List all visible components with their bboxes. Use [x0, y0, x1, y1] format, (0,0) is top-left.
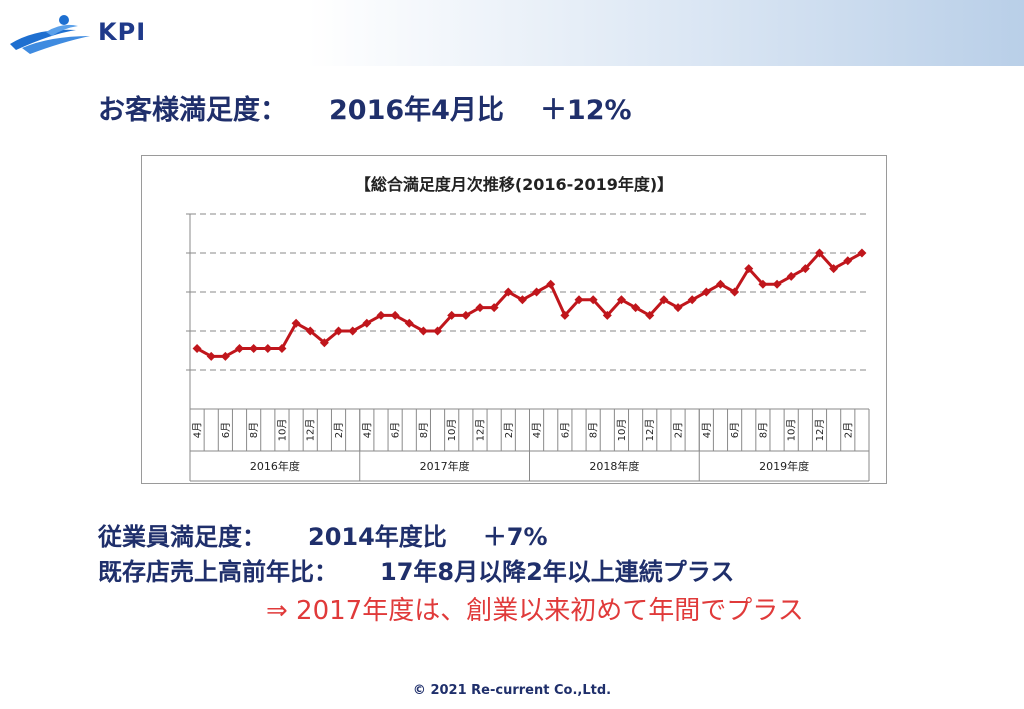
data-point — [772, 279, 782, 289]
data-point — [857, 248, 867, 258]
data-point — [701, 287, 711, 297]
data-point — [348, 326, 358, 336]
data-point — [546, 279, 556, 289]
x-tick-label: 6月 — [390, 422, 402, 438]
employee-satisfaction-label: 従業員満足度： — [98, 523, 266, 551]
x-tick-label: 8月 — [248, 422, 260, 438]
year-label: 2019年度 — [759, 459, 809, 473]
company-logo-icon — [10, 15, 90, 54]
data-point — [786, 271, 796, 281]
x-tick-label: 2月 — [673, 422, 685, 438]
data-point — [758, 279, 768, 289]
data-point — [532, 287, 542, 297]
data-point — [291, 318, 301, 328]
data-point — [687, 295, 697, 305]
x-tick-label: 2月 — [503, 422, 515, 438]
data-point — [334, 326, 344, 336]
data-point — [814, 248, 824, 258]
data-point — [319, 338, 329, 348]
data-point — [376, 310, 386, 320]
data-point — [192, 344, 202, 354]
data-point — [220, 351, 230, 361]
data-point — [249, 344, 259, 354]
data-point — [503, 287, 513, 297]
chart-title: 【総合満足度月次推移(2016-2019年度)】 — [355, 175, 673, 194]
series-line — [196, 251, 863, 358]
year-label: 2017年度 — [420, 459, 470, 473]
satisfaction-line-chart: 【総合満足度月次推移(2016-2019年度)】 4月 6月 8月 10月 12月 2月 4… — [186, 175, 870, 482]
employee-satisfaction-delta: ＋7% — [482, 523, 548, 551]
data-point — [305, 326, 315, 336]
data-point — [800, 264, 810, 274]
x-tick-label: 10月 — [446, 419, 458, 442]
x-tick-label: 12月 — [814, 419, 826, 442]
x-tick-label: 2月 — [842, 422, 854, 438]
header-bar: KPI — [0, 0, 1024, 66]
x-tick-label: 10月 — [276, 419, 288, 442]
x-tick-label: 8月 — [757, 422, 769, 438]
x-tick-label: 6月 — [220, 422, 232, 438]
customer-satisfaction-label: お客様満足度： — [98, 95, 287, 126]
data-point — [659, 295, 669, 305]
data-point — [362, 318, 372, 328]
x-tick-label: 6月 — [729, 422, 741, 438]
data-point — [263, 344, 273, 354]
data-point — [461, 310, 471, 320]
data-point — [673, 303, 683, 313]
x-tick-label: 2月 — [333, 422, 345, 438]
x-tick-label: 12月 — [305, 419, 317, 442]
year-label: 2016年度 — [250, 459, 300, 473]
highlight-note: ⇒ 2017年度は、創業以来初めて年間でプラス — [266, 596, 804, 626]
sales-ratio-text: 17年8月以降2年以上連続プラス — [380, 558, 735, 586]
sales-ratio-line: 既存店売上高前年比： 17年8月以降2年以上連続プラス — [98, 552, 734, 587]
x-tick-label: 8月 — [588, 422, 600, 438]
sales-ratio-label: 既存店売上高前年比： — [98, 558, 338, 586]
data-point — [588, 295, 598, 305]
data-point — [602, 310, 612, 320]
x-tick-label: 12月 — [474, 419, 486, 442]
employee-satisfaction-compare: 2014年度比 — [308, 523, 447, 551]
data-point — [616, 295, 626, 305]
data-point — [390, 310, 400, 320]
data-point — [730, 287, 740, 297]
x-tick-label: 6月 — [559, 422, 571, 438]
data-point — [489, 303, 499, 313]
data-point — [475, 303, 485, 313]
data-point — [235, 344, 245, 354]
data-point — [631, 303, 641, 313]
x-tick-label: 8月 — [418, 422, 430, 438]
data-point — [277, 344, 287, 354]
employee-satisfaction-line: 従業員満足度： 2014年度比 ＋7% — [98, 517, 548, 552]
data-point — [206, 351, 216, 361]
x-tick-label: 12月 — [644, 419, 656, 442]
customer-satisfaction-line: お客様満足度： 2016年4月比 ＋12% — [98, 88, 632, 127]
data-point — [744, 264, 754, 274]
chart-container: 【総合満足度月次推移(2016-2019年度)】 4月 6月 8月 10月 12月 2月 4… — [141, 155, 887, 484]
x-tick-label: 4月 — [361, 422, 373, 438]
data-point — [829, 264, 839, 274]
x-tick-label: 4月 — [192, 422, 204, 438]
data-point — [645, 310, 655, 320]
data-point — [560, 310, 570, 320]
x-tick-label: 10月 — [616, 419, 628, 442]
year-label: 2018年度 — [589, 459, 639, 473]
brand-title: KPI — [98, 18, 147, 46]
data-point — [447, 310, 457, 320]
customer-satisfaction-compare: 2016年4月比 — [329, 95, 504, 126]
data-point — [517, 295, 527, 305]
x-tick-label: 10月 — [786, 419, 798, 442]
x-tick-label: 4月 — [701, 422, 713, 438]
x-tick-label: 4月 — [531, 422, 543, 438]
data-point — [574, 295, 584, 305]
data-point — [843, 256, 853, 266]
data-point — [404, 318, 414, 328]
data-point — [418, 326, 428, 336]
copyright: © 2021 Re-current Co.,Ltd. — [412, 683, 612, 698]
data-point — [715, 279, 725, 289]
data-point — [433, 326, 443, 336]
customer-satisfaction-delta: ＋12% — [539, 95, 632, 126]
